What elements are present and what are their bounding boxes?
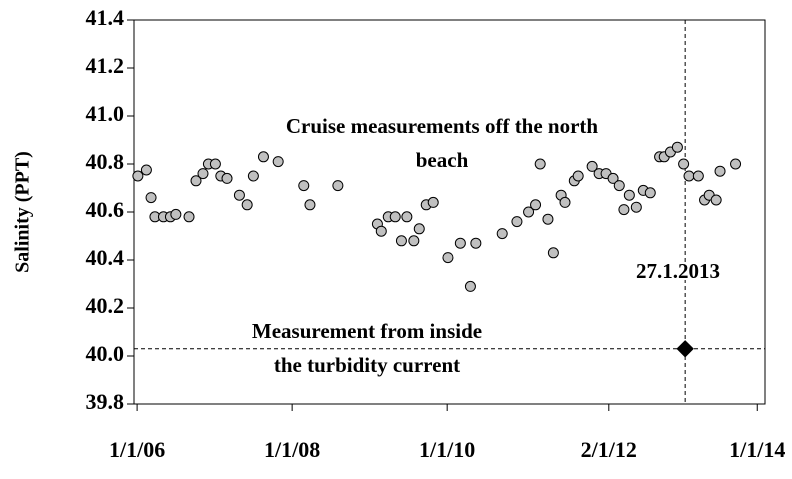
data-point bbox=[395, 235, 407, 247]
data-point bbox=[413, 223, 425, 235]
data-point bbox=[454, 237, 466, 249]
data-point bbox=[170, 208, 182, 220]
data-point bbox=[272, 156, 284, 168]
data-point bbox=[464, 280, 476, 292]
data-point bbox=[408, 235, 420, 247]
data-point bbox=[671, 141, 683, 153]
x-tick-label: 1/1/08 bbox=[264, 437, 320, 462]
data-point bbox=[241, 199, 253, 211]
annotation: Cruise measurements off the north bbox=[286, 114, 599, 138]
y-tick-label: 40.4 bbox=[86, 245, 125, 270]
data-point bbox=[530, 199, 542, 211]
y-tick-label: 41.4 bbox=[86, 5, 125, 30]
data-point bbox=[607, 172, 619, 184]
data-point bbox=[470, 237, 482, 249]
data-point bbox=[257, 151, 269, 163]
data-point bbox=[375, 225, 387, 237]
data-point bbox=[332, 180, 344, 192]
data-point bbox=[209, 158, 221, 170]
data-point bbox=[710, 194, 722, 206]
data-point bbox=[496, 228, 508, 240]
plot-frame bbox=[133, 19, 766, 405]
data-point bbox=[542, 213, 554, 225]
data-point bbox=[233, 189, 245, 201]
data-point bbox=[221, 172, 233, 184]
data-point bbox=[623, 189, 635, 201]
data-point bbox=[511, 216, 523, 228]
y-tick-label: 41.0 bbox=[86, 101, 125, 126]
data-point bbox=[145, 192, 157, 204]
diamond-point bbox=[676, 340, 694, 358]
data-point bbox=[613, 180, 625, 192]
data-point bbox=[183, 211, 195, 223]
x-tick-label: 1/1/14 bbox=[729, 437, 785, 462]
y-tick-label: 40.6 bbox=[86, 197, 125, 222]
data-point bbox=[730, 158, 742, 170]
data-point bbox=[618, 204, 630, 216]
y-tick-label: 40.0 bbox=[86, 341, 125, 366]
data-point bbox=[678, 158, 690, 170]
data-point bbox=[559, 196, 571, 208]
data-point bbox=[534, 158, 546, 170]
data-point bbox=[692, 170, 704, 182]
annotation: 27.1.2013 bbox=[636, 259, 720, 283]
data-point bbox=[132, 170, 144, 182]
x-tick-label: 2/1/12 bbox=[581, 437, 637, 462]
data-point bbox=[572, 170, 584, 182]
data-point bbox=[197, 168, 209, 180]
y-tick-label: 39.8 bbox=[86, 389, 125, 414]
annotation: Measurement from inside bbox=[252, 319, 482, 343]
data-point bbox=[714, 165, 726, 177]
data-point bbox=[304, 199, 316, 211]
data-point bbox=[547, 247, 559, 259]
data-point bbox=[630, 201, 642, 213]
data-point bbox=[586, 160, 598, 172]
data-point bbox=[683, 170, 695, 182]
data-point bbox=[427, 196, 439, 208]
annotation: the turbidity current bbox=[274, 353, 460, 377]
y-tick-label: 41.2 bbox=[86, 53, 125, 78]
data-point bbox=[644, 187, 656, 199]
y-tick-label: 40.8 bbox=[86, 149, 125, 174]
data-point bbox=[247, 170, 259, 182]
x-tick-label: 1/1/06 bbox=[109, 437, 165, 462]
data-point bbox=[298, 180, 310, 192]
data-point bbox=[442, 252, 454, 264]
data-point bbox=[140, 164, 152, 176]
annotation: beach bbox=[416, 148, 469, 172]
x-tick-label: 1/1/10 bbox=[419, 437, 475, 462]
data-point bbox=[389, 211, 401, 223]
data-point bbox=[523, 206, 535, 218]
data-point bbox=[190, 175, 202, 187]
y-tick-label: 40.2 bbox=[86, 293, 125, 318]
y-axis-label: Salinity (PPT) bbox=[12, 151, 34, 273]
data-point bbox=[401, 211, 413, 223]
